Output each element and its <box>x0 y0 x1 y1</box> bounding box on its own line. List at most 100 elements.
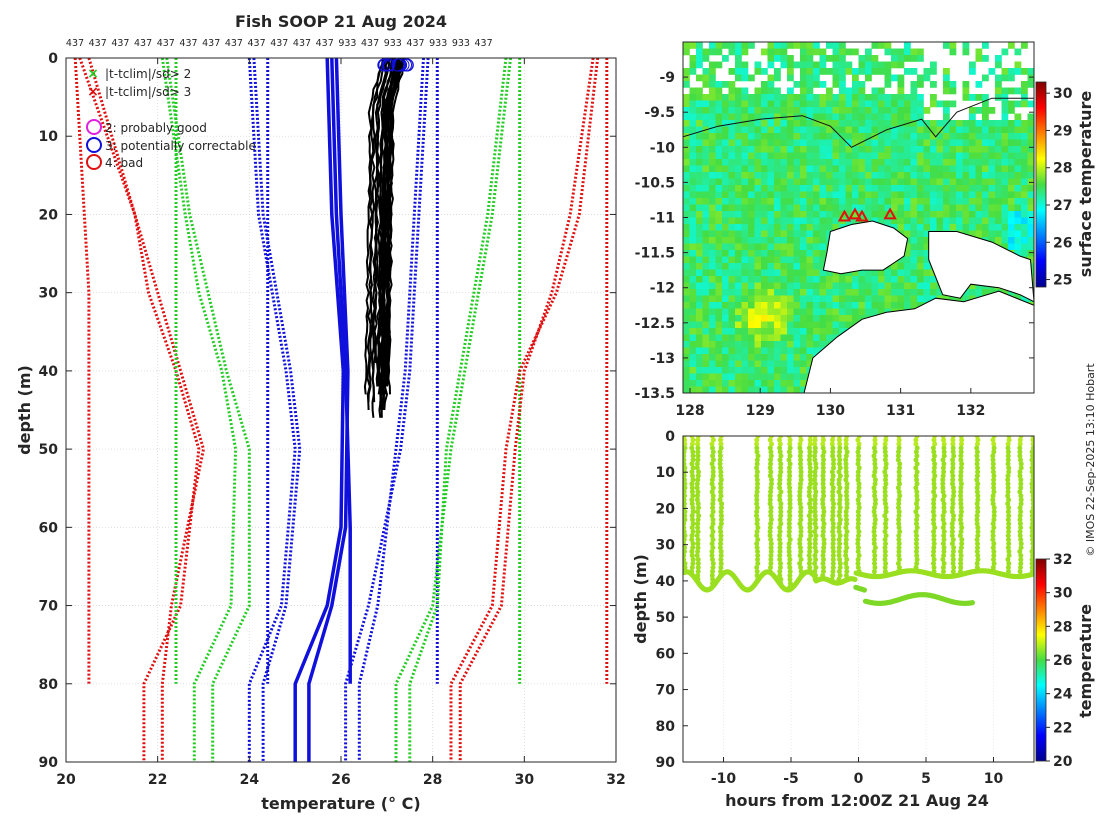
cast-point <box>1005 477 1011 483</box>
sst-cell <box>858 276 866 283</box>
cast-point <box>813 517 818 523</box>
cast-point <box>883 509 889 515</box>
sst-cell <box>891 159 898 166</box>
sst-cell <box>793 165 801 173</box>
sst-cell <box>936 133 944 140</box>
sst-cell <box>774 48 781 56</box>
cast-point <box>1030 553 1034 558</box>
sst-cell <box>696 126 703 134</box>
cast-point <box>990 521 996 527</box>
sst-cell <box>787 100 794 108</box>
sst-cell <box>852 48 859 56</box>
cast-point <box>694 481 700 487</box>
sst-cell <box>852 276 859 283</box>
sst-cell <box>735 367 742 374</box>
cast-point <box>882 441 888 447</box>
sst-cell <box>754 100 762 108</box>
cast-point <box>683 481 688 487</box>
sst-cell <box>819 269 827 277</box>
cast-point <box>931 545 937 551</box>
sst-cell <box>761 204 768 212</box>
sst-cell <box>949 48 957 56</box>
cast-point <box>836 549 842 554</box>
climatology-sd3-right-2 <box>449 58 600 762</box>
cast-point <box>931 565 937 570</box>
cast-point <box>718 485 724 491</box>
sst-cell <box>839 191 846 199</box>
cast-point <box>991 513 997 519</box>
cast-point <box>709 541 715 547</box>
cast-point <box>690 545 696 551</box>
sst-cell <box>839 126 846 134</box>
cast-point <box>754 573 760 578</box>
cast-point <box>940 565 946 570</box>
sst-cell <box>943 198 950 205</box>
sst-cell <box>819 100 827 108</box>
sst-cell <box>806 237 814 244</box>
sst-cell <box>728 373 736 381</box>
sst-cell <box>761 328 768 335</box>
sst-cell <box>897 113 905 121</box>
sst-cell <box>839 55 846 62</box>
sst-cell <box>936 289 944 296</box>
sst-cell <box>748 133 755 140</box>
cast-point <box>683 561 688 566</box>
sst-cell <box>696 237 703 244</box>
cast-point <box>718 509 724 515</box>
sst-cell <box>962 217 970 225</box>
sst-cell <box>1021 237 1028 244</box>
cast-point <box>836 477 842 483</box>
sst-cell <box>813 139 820 147</box>
cast-point <box>871 525 877 531</box>
sst-cell <box>949 211 957 218</box>
sst-cell <box>748 308 755 316</box>
sst-cell <box>1008 224 1015 231</box>
sst-cell <box>767 133 775 140</box>
sst-cell <box>845 315 853 322</box>
sst-cell <box>774 224 781 231</box>
sst-cell <box>793 178 801 186</box>
sst-cell <box>982 146 989 153</box>
sst-cell <box>780 146 788 153</box>
sst-cell <box>878 139 885 147</box>
sst-cell <box>715 81 723 88</box>
sst-cell <box>767 295 775 303</box>
cast-point <box>843 437 849 443</box>
sst-cell <box>709 74 716 82</box>
cast-point <box>883 461 889 467</box>
sst-cell <box>832 61 840 69</box>
sst-cell <box>975 282 983 290</box>
sst-cell <box>696 94 703 101</box>
sst-cell <box>1014 87 1022 95</box>
sst-cell <box>930 81 937 88</box>
cast-point <box>694 533 700 539</box>
sst-cell <box>754 94 762 101</box>
sst-cell <box>1021 211 1028 218</box>
sst-cell <box>917 295 924 303</box>
sst-cell <box>930 172 937 179</box>
sst-cell <box>722 347 729 355</box>
sst-cell <box>696 328 703 335</box>
sst-cell <box>832 295 840 303</box>
sst-cell <box>715 295 723 303</box>
cast-point <box>821 457 826 463</box>
sst-cell <box>904 217 911 225</box>
sst-cell <box>1008 74 1015 82</box>
sst-cell <box>683 315 690 322</box>
sst-cell <box>748 341 755 348</box>
sst-cell <box>1001 204 1009 212</box>
sst-cell <box>930 152 937 160</box>
sst-cell <box>715 42 723 49</box>
cast-point <box>694 465 700 471</box>
sst-cell <box>956 126 963 134</box>
sst-cell <box>871 191 879 199</box>
sst-cell <box>774 373 781 381</box>
sst-cell <box>813 152 820 160</box>
sst-cell <box>806 87 814 95</box>
sst-cell <box>728 42 736 49</box>
sst-cell <box>683 113 690 121</box>
cast-point <box>951 545 957 551</box>
sst-cell <box>910 289 918 296</box>
sst-cell <box>904 198 911 205</box>
sst-cell <box>858 308 866 316</box>
